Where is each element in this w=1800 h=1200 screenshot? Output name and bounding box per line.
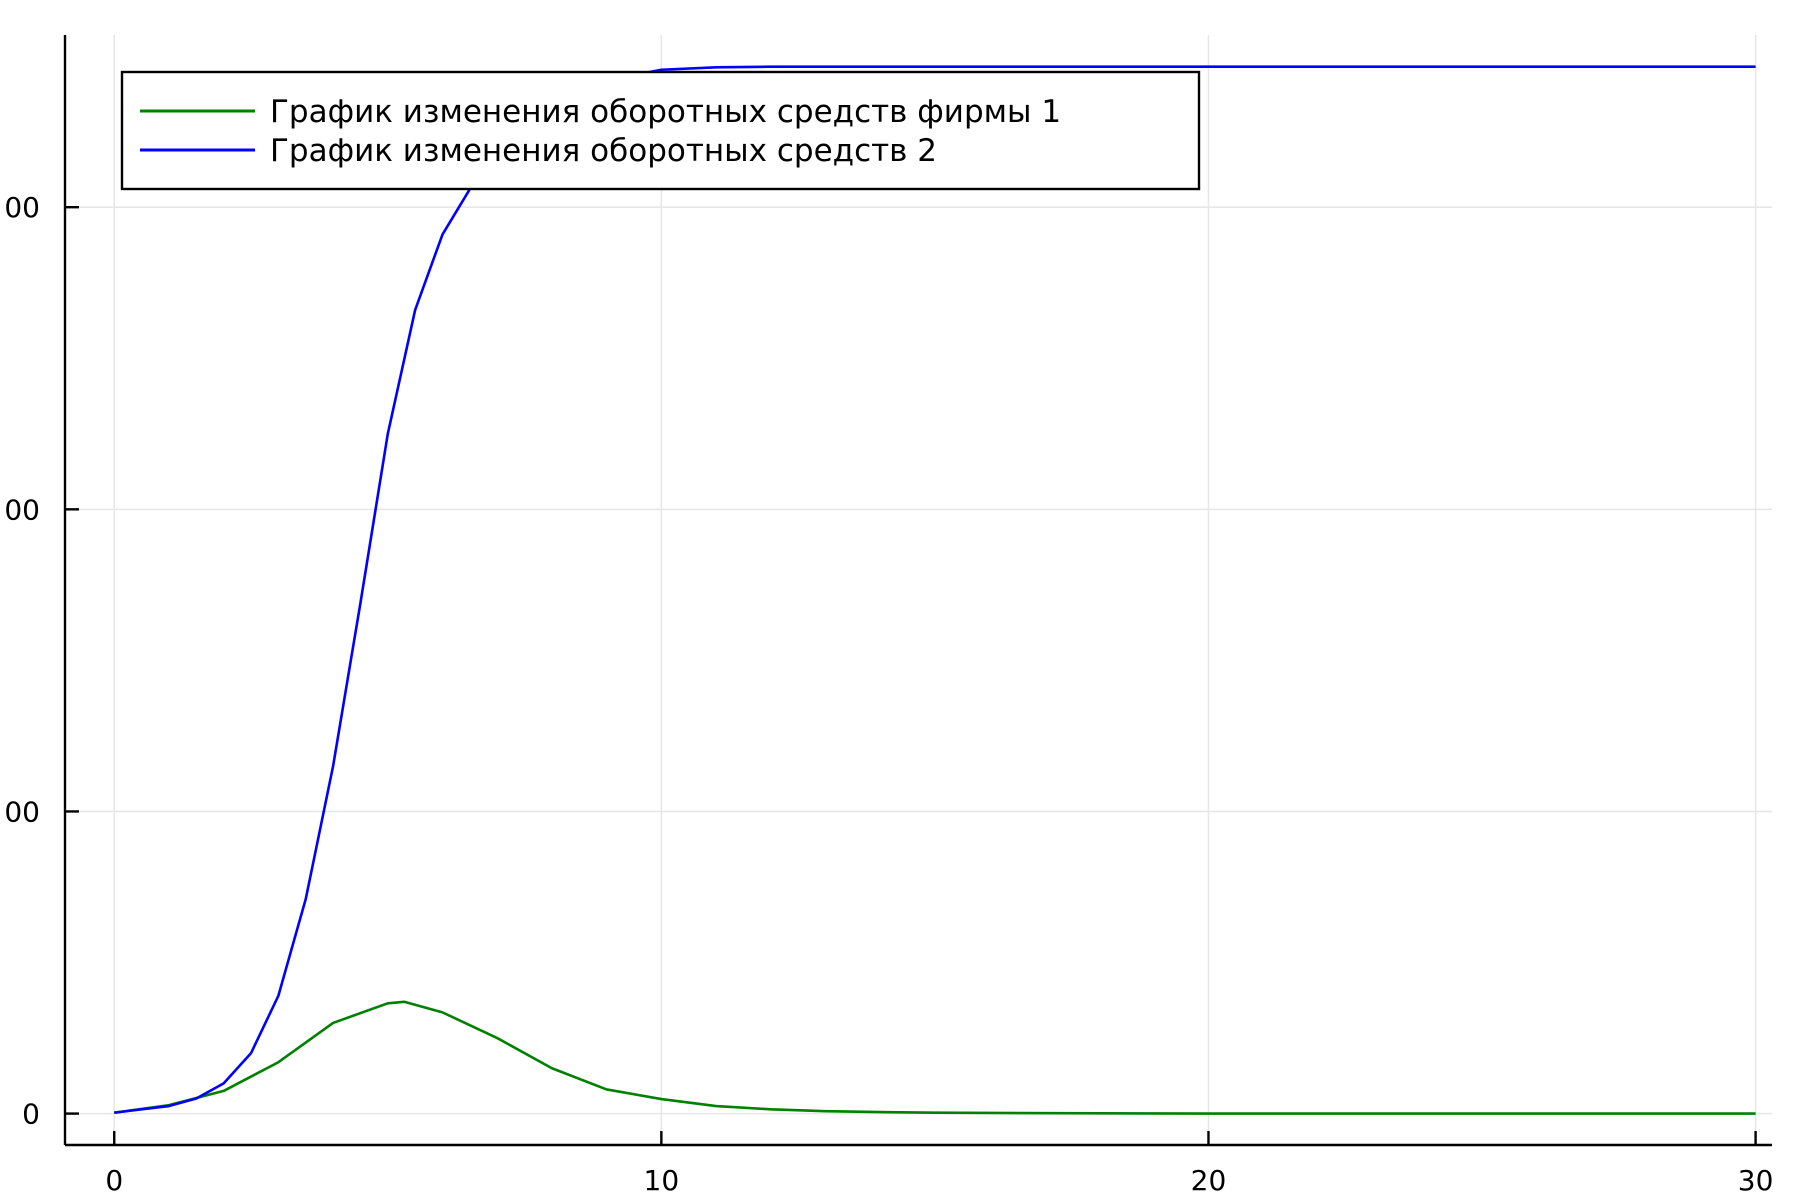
- series-line-1: [114, 65, 1756, 1114]
- legend-label-firm-2: График изменения оборотных средств 2: [270, 133, 937, 169]
- x-tick-label-3: 30: [1738, 1164, 1774, 1197]
- x-tick-label-0: 0: [105, 1164, 123, 1197]
- x-tick-label-1: 10: [644, 1164, 680, 1197]
- y-tick-label-2: 00: [4, 493, 40, 526]
- series-lines: [114, 65, 1756, 1115]
- y-tick-label-0: 0: [22, 1098, 40, 1131]
- x-tick-label-2: 20: [1191, 1164, 1227, 1197]
- series-line-0: [114, 1000, 1756, 1115]
- y-tick-label-1: 00: [4, 795, 40, 828]
- legend-box: [120, 70, 1201, 191]
- grid: [65, 35, 1772, 1145]
- legend-label-firm-1: График изменения оборотных средств фирмы…: [270, 94, 1061, 130]
- legend: График изменения оборотных средств фирмы…: [120, 70, 1201, 191]
- y-tick-label-3: 00: [4, 191, 40, 224]
